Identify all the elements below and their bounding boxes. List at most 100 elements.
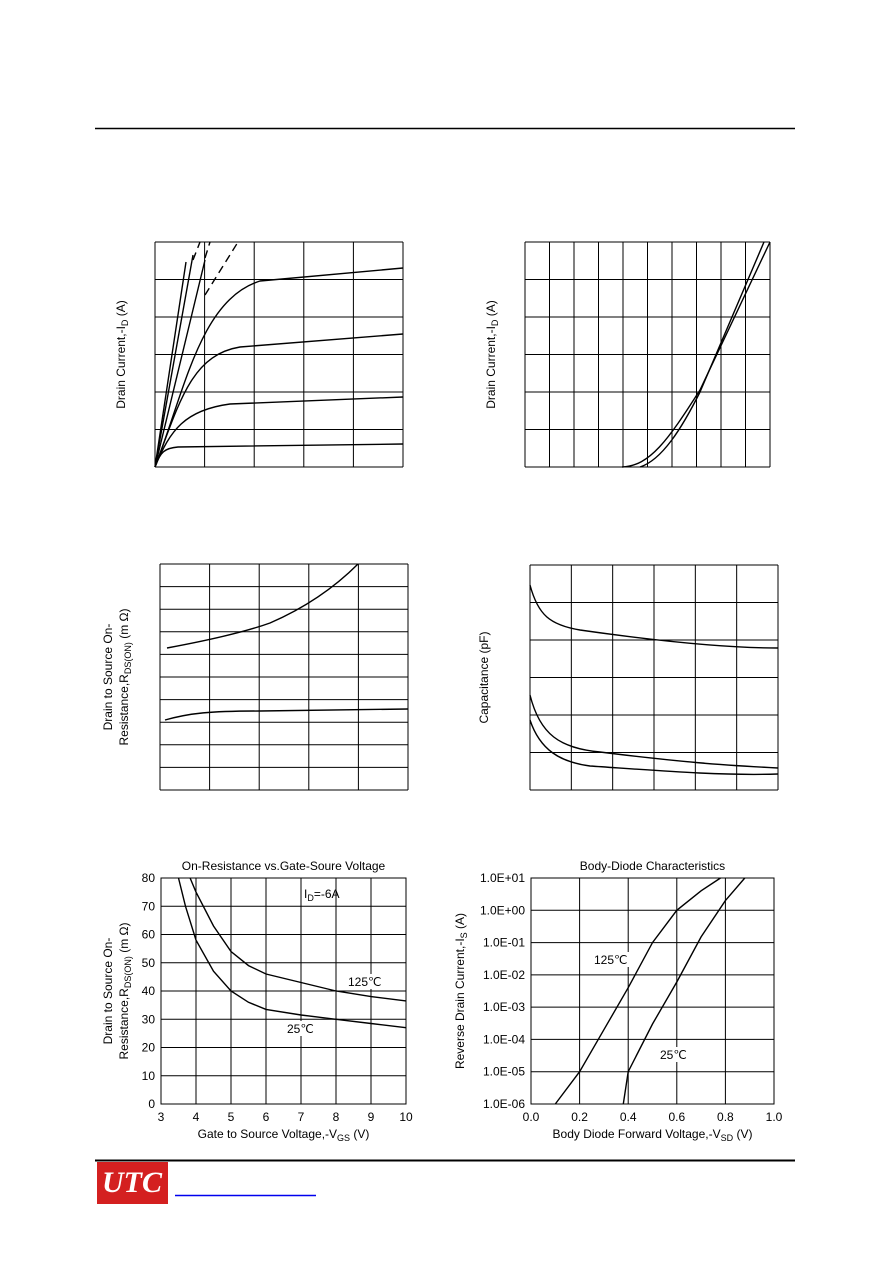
logo-box [97, 1162, 168, 1204]
label-part: Capacitance (pF) [477, 631, 491, 723]
x-tick-label: 0.2 [571, 1110, 588, 1124]
label-part: (A) [453, 913, 467, 932]
series-line [177, 877, 407, 1029]
x-tick-label: 9 [368, 1110, 375, 1124]
label-part: Drain to Source On- [101, 624, 115, 731]
curve [204, 241, 239, 296]
subscript: S [459, 932, 469, 938]
plot-frame [530, 877, 775, 1105]
curve [621, 241, 771, 468]
chart-title: Body-Diode Characteristics [580, 859, 725, 873]
curve [154, 259, 206, 468]
label-part: (A) [114, 300, 128, 319]
label-part: Drain to Source On- [101, 938, 115, 1045]
subscript: DS(ON) [123, 956, 133, 988]
curve [529, 694, 779, 769]
x-tick-label: 10 [399, 1110, 413, 1124]
y-tick-label: 1.0E+01 [480, 871, 525, 885]
x-tick-label: 4 [193, 1110, 200, 1124]
y-tick-label: 10 [142, 1069, 156, 1083]
y-axis-label: Drain Current,-ID (A) [114, 300, 130, 409]
curve [154, 254, 194, 468]
y-axis-label: Reverse Drain Current,-IS (A) [453, 913, 469, 1069]
x-axis-label: Gate to Source Voltage,-VGS (V) [198, 1127, 370, 1143]
y-tick-label: 0 [148, 1097, 155, 1111]
curve [639, 241, 765, 468]
x-axis-label-line: Gate to Source Voltage,-VGS (V) [198, 1127, 370, 1143]
label-part: =-6A [314, 887, 340, 901]
x-axis-label-line: Body Diode Forward Voltage,-VSD (V) [553, 1127, 753, 1143]
y-axis-label-line: Drain to Source On- [101, 624, 115, 731]
x-tick-label: 0.0 [523, 1110, 540, 1124]
y-tick-label: 20 [142, 1041, 156, 1055]
label-bg [592, 952, 630, 967]
y-tick-label: 1.0E+00 [480, 903, 525, 917]
series-line [554, 877, 721, 1105]
curve [154, 267, 404, 468]
y-axis-label: Capacitance (pF) [477, 631, 491, 723]
series-line [189, 877, 407, 1002]
x-tick-label: 0.4 [620, 1110, 637, 1124]
label-part: Resistance,R [117, 988, 131, 1060]
y-axis-label-line: Drain to Source On- [101, 938, 115, 1045]
y-axis-label-line: Resistance,RDS(ON) (m Ω) [117, 922, 133, 1059]
x-tick-label: 1.0 [766, 1110, 783, 1124]
x-tick-label: 0.8 [717, 1110, 734, 1124]
label-part: (A) [484, 300, 498, 319]
curve [529, 719, 779, 776]
subscript: GS [337, 1133, 350, 1143]
label-part: Reverse Drain Current,-I [453, 938, 467, 1069]
y-axis-label: Drain to Source On- Resistance,RDS(ON) (m… [101, 608, 133, 745]
y-tick-label: 1.0E-04 [483, 1032, 525, 1046]
series-label: 25℃ [660, 1048, 687, 1062]
label-bg [285, 1021, 323, 1036]
x-tick-label: 5 [228, 1110, 235, 1124]
x-axis-label: Body Diode Forward Voltage,-VSD (V) [553, 1127, 753, 1143]
curve [529, 584, 779, 649]
series-label: 125℃ [594, 953, 628, 967]
x-tick-label: 8 [333, 1110, 340, 1124]
series-label: 25℃ [287, 1022, 314, 1036]
curve [154, 396, 404, 468]
y-axis-label-line: Capacitance (pF) [477, 631, 491, 723]
x-tick-label: 0.6 [668, 1110, 685, 1124]
y-axis-label: Drain Current,-ID (A) [484, 300, 500, 409]
label-part: Gate to Source Voltage,-V [198, 1127, 337, 1141]
label-bg [658, 1047, 696, 1062]
subscript: DS(ON) [123, 642, 133, 674]
y-axis-label-line: Drain Current,-ID (A) [114, 300, 130, 409]
curve [154, 443, 404, 468]
y-tick-label: 1.0E-03 [483, 1000, 525, 1014]
series-line [622, 877, 746, 1105]
y-axis-label-line: Drain Current,-ID (A) [484, 300, 500, 409]
y-axis-label-line: Resistance,RDS(ON) (m Ω) [117, 608, 133, 745]
label-part: (m Ω) [117, 922, 131, 956]
logo-text: UTC [102, 1166, 163, 1199]
y-tick-label: 40 [142, 984, 156, 998]
panel-3-curves [164, 563, 409, 721]
panel-4-curves [529, 584, 779, 776]
curve [154, 261, 187, 468]
label-part: Drain Current,-I [484, 326, 498, 409]
x-tick-label: 7 [298, 1110, 305, 1124]
label-part: I [304, 887, 307, 901]
label-part: (m Ω) [117, 608, 131, 642]
label-part: Drain Current,-I [114, 326, 128, 409]
y-tick-label: 1.0E-02 [483, 968, 525, 982]
curve [164, 708, 409, 721]
y-axis-label-line: Reverse Drain Current,-IS (A) [453, 913, 469, 1069]
curve [192, 241, 201, 261]
annotation: ID=-6A [304, 887, 340, 903]
x-tick-label: 6 [263, 1110, 270, 1124]
chart-title: On-Resistance vs.Gate-Soure Voltage [182, 859, 386, 873]
plot-frame [160, 877, 407, 1105]
y-axis-label: Drain to Source On- Resistance,RDS(ON) (m… [101, 922, 133, 1059]
panel-2-curves [621, 241, 771, 468]
subscript: D [307, 893, 314, 903]
curve [204, 241, 211, 259]
panel-1-curves [154, 241, 404, 468]
subscript: SD [721, 1133, 734, 1143]
y-tick-label: 70 [142, 899, 156, 913]
y-tick-label: 60 [142, 928, 156, 942]
